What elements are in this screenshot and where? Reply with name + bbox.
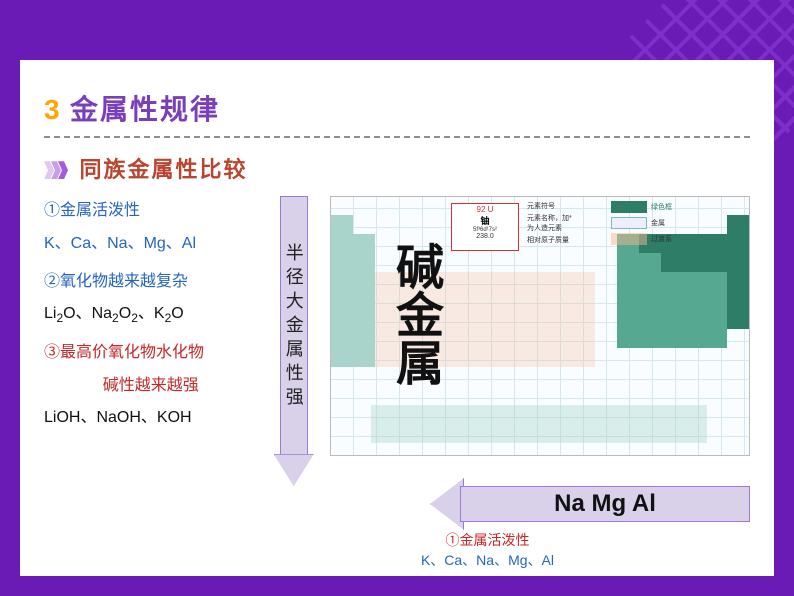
- body-row: ①金属活泼性 K、Ca、Na、Mg、Al ②氧化物越来越复杂 Li2O、Na2O…: [44, 196, 750, 486]
- point-2-detail: Li2O、Na2O2、K2O: [44, 299, 257, 330]
- chevron-icon: [44, 161, 65, 184]
- divider: [44, 136, 750, 138]
- point-1: ①金属活泼性: [44, 196, 257, 226]
- point-3-num: ③: [44, 344, 60, 361]
- alkali-metal-label: 碱金属: [390, 242, 438, 386]
- section-header: 3 金属性规律: [44, 88, 750, 128]
- point-1-label: 金属活泼性: [60, 202, 140, 219]
- point-3-detail: LiOH、NaOH、KOH: [44, 403, 257, 433]
- point-2: ②氧化物越来越复杂: [44, 267, 257, 297]
- point-3-label: 最高价氧化物水化物: [60, 344, 204, 361]
- bottom-caption: ①金属活泼性 K、Ca、Na、Mg、Al: [421, 530, 554, 570]
- left-arrow-wrap: Na Mg Al: [430, 478, 750, 530]
- section-number: 3: [44, 94, 60, 125]
- bottom-line2: K、Ca、Na、Mg、Al: [421, 550, 554, 570]
- content-area: 3 金属性规律 同族金属性比较 ①金属活泼性 K、Ca、Na、Mg、Al ②氧化…: [20, 60, 774, 576]
- point-3: ③最高价氧化物水化物: [44, 338, 257, 368]
- section-title: 金属性规律: [70, 94, 220, 125]
- down-arrow: 半径大金属性强: [274, 196, 314, 486]
- left-column: ①金属活泼性 K、Ca、Na、Mg、Al ②氧化物越来越复杂 Li2O、Na2O…: [44, 196, 257, 486]
- left-arrow-text: Na Mg Al: [554, 490, 656, 518]
- subsection-title: 同族金属性比较: [79, 157, 247, 182]
- point-1-detail: K、Ca、Na、Mg、Al: [44, 229, 257, 259]
- point-3-sub: 碱性越来越强: [44, 371, 257, 401]
- right-area: 92 U 铀 5f³6d¹7s² 238.0 元素符号 元素名称，加*为人造元素…: [330, 196, 750, 486]
- point-2-num: ②: [44, 273, 60, 290]
- subsection-header: 同族金属性比较: [44, 152, 750, 184]
- down-arrow-column: 半径大金属性强: [271, 196, 316, 486]
- bottom-line1: ①金属活泼性: [421, 530, 554, 550]
- point-1-num: ①: [44, 202, 60, 219]
- left-arrow: Na Mg Al: [430, 478, 750, 530]
- point-2-label: 氧化物越来越复杂: [60, 273, 188, 290]
- down-arrow-text: 半径大金属性强: [281, 243, 307, 411]
